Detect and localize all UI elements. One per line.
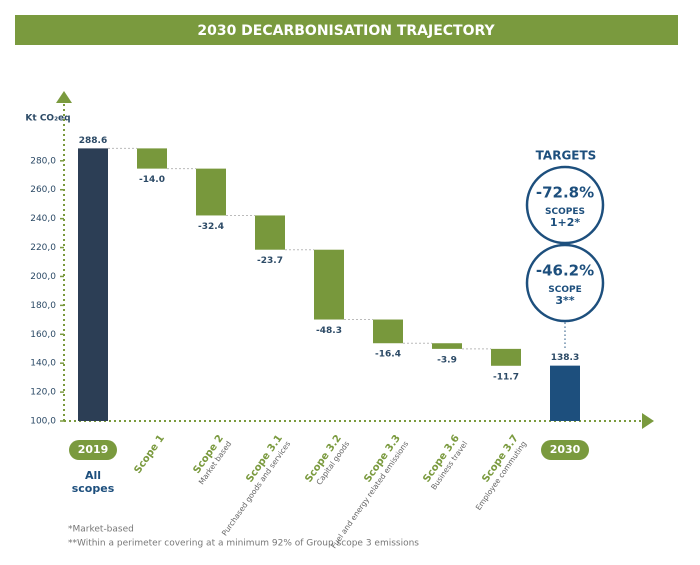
chart-title: 2030 DECARBONISATION TRAJECTORY <box>197 23 495 39</box>
y-axis-label: Kt CO₂eq <box>25 114 70 124</box>
x-tick-sublabel: Purchased goods and services <box>220 439 293 537</box>
y-tick-label: 140,0 <box>30 359 56 369</box>
y-tick-label: 220,0 <box>30 243 56 253</box>
value-label: -14.0 <box>139 175 165 185</box>
y-tick-label: 180,0 <box>30 301 56 311</box>
y-tick-label: 160,0 <box>30 330 56 340</box>
bar <box>491 348 521 366</box>
value-label: -23.7 <box>257 256 283 266</box>
value-label: -11.7 <box>493 372 519 382</box>
value-label: -32.4 <box>198 222 224 232</box>
target-label: SCOPES 1+2* <box>545 207 585 230</box>
value-label: 138.3 <box>551 353 579 363</box>
bar <box>78 148 108 421</box>
value-label: -3.9 <box>437 355 457 365</box>
y-axis-arrow <box>56 91 72 103</box>
y-tick-label: 120,0 <box>30 388 56 398</box>
x-tick-sublabel: All scopes <box>72 469 115 495</box>
value-label: -16.4 <box>375 350 401 360</box>
target-bubble <box>525 243 605 323</box>
bar <box>314 249 344 320</box>
y-tick-label: 260,0 <box>30 185 56 195</box>
x-tick-label: Scope 1 <box>132 433 166 476</box>
bar <box>137 148 167 169</box>
bar <box>373 319 403 344</box>
bar <box>255 215 285 250</box>
title-banner <box>15 15 678 45</box>
year-pill <box>541 440 589 460</box>
footnote: **Within a perimeter covering at a minim… <box>68 539 419 549</box>
x-tick-label: 2019 <box>78 443 109 456</box>
value-label: 288.6 <box>79 136 107 146</box>
footnote: *Market-based <box>68 525 134 535</box>
x-axis-arrow <box>642 413 654 429</box>
bar <box>550 365 580 421</box>
value-label: -48.3 <box>316 326 342 336</box>
target-label: SCOPE 3** <box>548 285 581 308</box>
x-tick-group: Scope 1 <box>132 433 166 476</box>
y-tick-label: 280,0 <box>30 156 56 166</box>
bar <box>432 343 462 349</box>
target-bubble <box>525 165 605 245</box>
y-tick-label: 100,0 <box>30 417 56 427</box>
x-tick-label: 2030 <box>550 443 581 456</box>
target-value: -46.2% <box>536 262 594 280</box>
y-tick-label: 240,0 <box>30 214 56 224</box>
year-pill <box>69 440 117 460</box>
target-value: -72.8% <box>536 184 594 202</box>
bar <box>196 168 226 216</box>
y-tick-label: 200,0 <box>30 272 56 282</box>
targets-title: TARGETS <box>536 149 597 163</box>
